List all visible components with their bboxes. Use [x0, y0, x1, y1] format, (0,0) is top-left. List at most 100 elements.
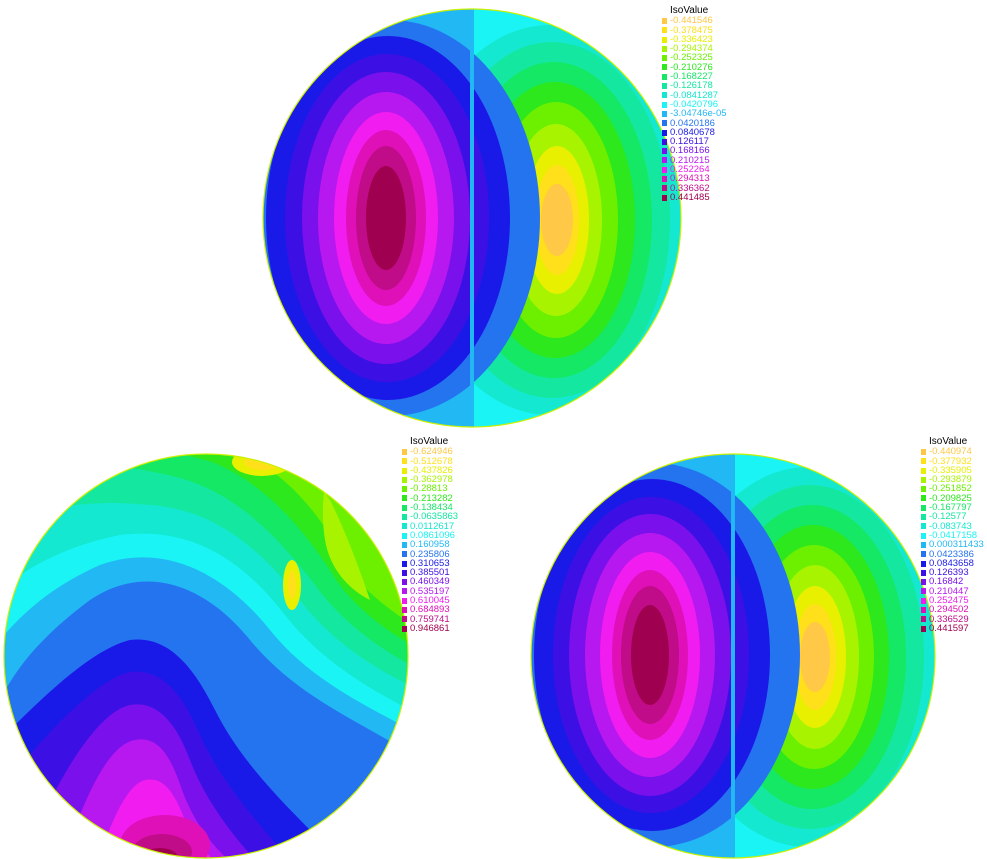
legend-label: -0.294374 [670, 43, 713, 55]
legend-swatch [402, 616, 407, 623]
legend-swatch [921, 532, 926, 539]
legend-label: -0.377932 [929, 455, 972, 467]
legend-swatch [402, 523, 407, 530]
domain-boundary-bottom-left [3, 453, 409, 859]
legend-entry: -0.28813 [402, 483, 458, 495]
legend-swatch [662, 120, 667, 127]
legend-label: -0.12577 [929, 511, 967, 523]
legend-swatch [921, 486, 926, 493]
legend-swatch [921, 504, 926, 511]
legend-swatch [662, 185, 667, 192]
legend-title: IsoValue [410, 436, 449, 447]
legend-label: -0.362978 [410, 474, 453, 486]
contour-plot-bottom-left [4, 454, 408, 858]
legend-entry: -0.210276 [662, 61, 727, 73]
legend-swatch [662, 166, 667, 173]
legend-swatch [921, 448, 926, 455]
legend-swatch [662, 101, 667, 108]
legend-entry: 0.294313 [662, 173, 727, 185]
legend-entry: 0.235806 [402, 549, 458, 559]
legend-label: -0.0841287 [670, 89, 719, 101]
legend-label: 0.336362 [670, 182, 710, 194]
legend-swatch [921, 523, 926, 530]
legend-entry: 0.946861 [402, 624, 458, 633]
legend-entry: -0.251852 [921, 484, 984, 494]
legend-entry: 0.441485 [662, 193, 727, 202]
legend-label: 0.168166 [670, 145, 710, 157]
domain-boundary-top [262, 8, 682, 428]
legend-entry: -0.440974 [921, 446, 984, 458]
legend-swatch [662, 148, 667, 155]
legend-swatch [662, 83, 667, 90]
legend-entry: 0.252264 [662, 165, 727, 174]
legend-label: -0.378475 [670, 24, 713, 36]
legend-label: 0.0112617 [410, 520, 455, 532]
legend-label: 0.294502 [929, 604, 969, 616]
legend-entry: 0.16842 [921, 576, 984, 588]
legend-entry: -0.126178 [662, 80, 727, 92]
legend-entry: -0.294374 [662, 43, 727, 55]
domain-boundary-bottom-right [530, 453, 936, 859]
legend-swatch [662, 55, 667, 62]
legend-label: 0.385501 [410, 567, 450, 579]
legend-label: -0.126178 [670, 80, 713, 92]
legend-entry: 0.336362 [662, 182, 727, 194]
legend-swatch [662, 36, 667, 43]
legend-label: -0.138434 [410, 502, 453, 514]
legend-entry: 0.385501 [402, 567, 458, 579]
legend-swatch [402, 597, 407, 604]
legend-label: 0.441485 [670, 191, 710, 203]
legend-label: -0.167797 [929, 502, 972, 514]
legend-entry: 0.210447 [921, 586, 984, 596]
legend-entry: 0.0840678 [662, 126, 727, 138]
legend-swatch [662, 175, 667, 182]
legend-label: -0.0635863 [410, 511, 459, 523]
legend-entry: 0.684893 [402, 605, 458, 615]
legend-label: -0.210276 [670, 61, 713, 73]
legend-label: 0.759741 [410, 613, 450, 625]
legend-label: -0.440974 [929, 446, 972, 458]
legend-swatch [402, 495, 407, 502]
legend-label: 0.946861 [410, 622, 450, 634]
legend-label: -0.168227 [670, 71, 713, 83]
legend-entry: 0.0420186 [662, 118, 727, 128]
legend-entry: -0.167797 [921, 503, 984, 512]
legend-swatch [921, 569, 926, 576]
legend-bottom-left: IsoValue -0.624946 -0.512678 -0.437826 -0.36… [402, 436, 459, 633]
legend-entry: -0.0841287 [662, 89, 727, 101]
legend-entry: -0.083743 [921, 521, 984, 531]
legend-label: 0.294313 [670, 173, 710, 185]
legend-label: 0.441597 [929, 622, 969, 634]
legend-entry: -0.624946 [402, 446, 458, 458]
legend-label: 0.0840678 [670, 126, 715, 138]
legend-swatch [662, 17, 667, 24]
legend-label: 0.210215 [670, 154, 710, 166]
legend-entry: -0.378475 [662, 24, 727, 36]
legend-label: -0.335905 [929, 464, 972, 476]
legend-label: -0.209825 [929, 492, 972, 504]
legend-swatch [921, 606, 926, 613]
legend-label: 0.535197 [410, 585, 450, 597]
legend-label: 0.252475 [929, 595, 969, 607]
legend-swatch [662, 157, 667, 164]
legend-swatch [402, 588, 407, 595]
legend-swatch [402, 579, 407, 586]
legend-label: 0.16842 [929, 576, 964, 588]
legend-label: 0.160958 [410, 539, 450, 551]
legend-swatch [921, 495, 926, 502]
legend-entry: 0.460349 [402, 577, 458, 587]
legend-label: -0.624946 [410, 446, 453, 458]
legend-label: -3.04746e-05 [670, 108, 727, 120]
legend-label: -0.28813 [410, 483, 448, 495]
legend-entry: 0.336529 [921, 614, 984, 624]
legend-label: -0.213282 [410, 492, 453, 504]
legend-entry: 0.210215 [662, 154, 727, 166]
legend-label: -0.441546 [670, 15, 713, 27]
legend-label: 0.126393 [929, 567, 969, 579]
legend-swatch [402, 467, 407, 474]
legend-title: IsoValue [929, 436, 968, 447]
legend-swatch [921, 541, 926, 548]
legend-swatch [662, 73, 667, 80]
legend-label: -0.437826 [410, 464, 453, 476]
legend-entry: 0.252475 [921, 596, 984, 605]
